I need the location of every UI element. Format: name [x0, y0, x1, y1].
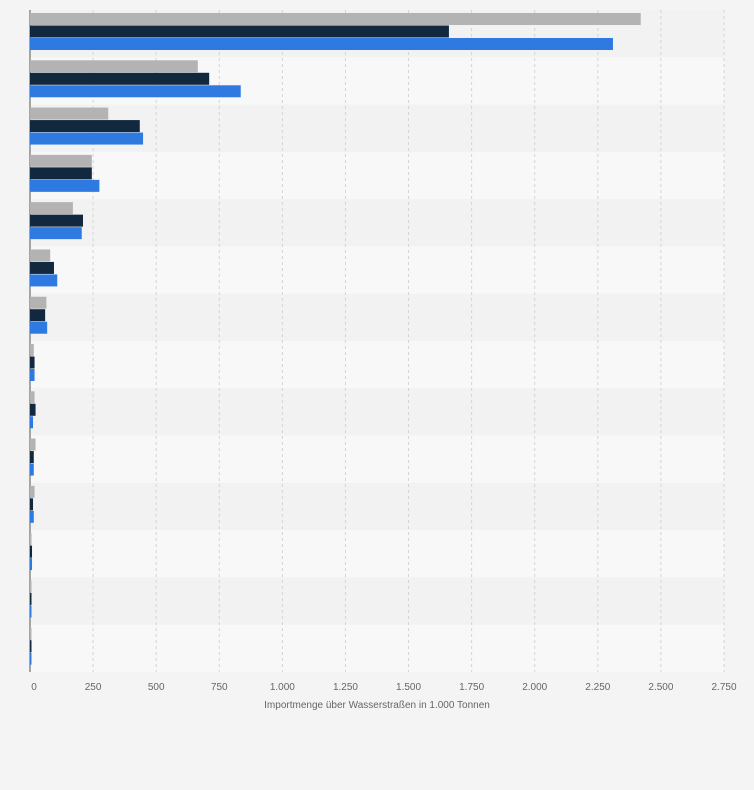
row-band: [30, 482, 724, 531]
row-band: [30, 435, 724, 483]
x-tick-label: 0: [31, 682, 37, 693]
bar: [30, 120, 140, 133]
bar: [30, 580, 32, 593]
bar: [30, 451, 34, 464]
bar: [30, 274, 58, 287]
bar: [30, 13, 641, 25]
bar: [30, 321, 48, 334]
x-tick-label: 2.000: [522, 682, 547, 693]
bar: [30, 485, 35, 498]
bar: [30, 545, 33, 558]
bar: [30, 356, 35, 369]
row-band: [30, 530, 724, 578]
bar: [30, 369, 35, 381]
x-tick-label: 1.750: [459, 682, 484, 693]
x-tick-labels: 0 250 500 750 1.000 1.250 1.500 1.750 2.000 2.250…: [31, 682, 737, 693]
x-tick-label: 750: [211, 682, 228, 693]
bar: [30, 403, 36, 416]
row-band: [30, 246, 724, 294]
row-band: [30, 199, 724, 247]
bar: [30, 652, 32, 665]
bar: [30, 605, 32, 618]
x-axis-title: Importmenge über Wasserstraßen in 1.000 …: [264, 700, 490, 711]
x-tick-label: 2.750: [711, 682, 736, 693]
row-band: [30, 151, 724, 200]
x-tick-label: 1.000: [270, 682, 295, 693]
bar: [30, 558, 33, 571]
bar: [30, 227, 82, 240]
bar: [30, 627, 32, 640]
row-band: [30, 624, 724, 672]
bar: [30, 60, 198, 73]
bar: [30, 592, 32, 605]
row-band: [30, 341, 724, 389]
bar: [30, 533, 32, 546]
x-tick-label: 250: [85, 682, 102, 693]
bar: [30, 510, 34, 523]
x-tick-label: 2.500: [648, 682, 673, 693]
bar: [30, 249, 51, 262]
x-tick-label: 1.250: [333, 682, 358, 693]
row-band: [30, 104, 724, 152]
bar: [30, 132, 144, 145]
bar: [30, 640, 32, 653]
bar: [30, 107, 109, 120]
bar: [30, 179, 100, 192]
x-tick-label: 500: [148, 682, 165, 693]
bar: [30, 296, 47, 309]
bar: [30, 498, 34, 511]
bar: [30, 85, 241, 98]
bar: [30, 416, 34, 429]
bar: [30, 463, 34, 476]
bar: [30, 309, 46, 322]
x-tick-label: 1.500: [396, 682, 421, 693]
bar: [30, 202, 73, 215]
bar: [30, 25, 449, 38]
bar: [30, 391, 35, 404]
row-bands: [30, 10, 724, 672]
gridlines: [92, 10, 725, 672]
bar: [30, 154, 92, 167]
bar: [30, 72, 210, 85]
bar: [30, 438, 36, 451]
bar: [30, 261, 54, 274]
bar: [30, 344, 34, 356]
bar: [30, 214, 83, 227]
x-tick-label: 2.250: [585, 682, 610, 693]
row-band: [30, 293, 724, 341]
bars: [30, 13, 641, 665]
row-band: [30, 577, 724, 625]
bar: [30, 167, 92, 180]
row-band: [30, 388, 724, 436]
bar: [30, 38, 613, 50]
